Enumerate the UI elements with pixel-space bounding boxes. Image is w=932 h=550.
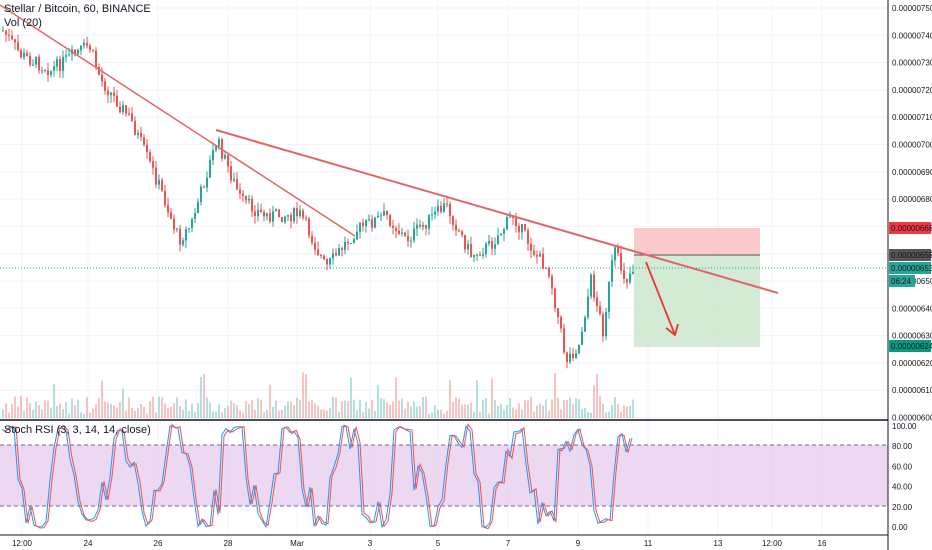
rsi-tick-label: 100.00: [892, 422, 917, 431]
trendline-main[interactable]: [215, 129, 779, 294]
entry-price-label: 0.00000658: [891, 251, 932, 260]
price-tick-label: 0.00000710: [892, 113, 932, 122]
price-tick-label: 0.00000700: [892, 141, 932, 150]
rsi-tick-label: 40.00: [892, 483, 913, 492]
time-tick-label: 16: [818, 539, 827, 548]
time-tick-label: 12:00: [762, 539, 783, 548]
time-tick-label: 3: [368, 539, 373, 548]
time-tick-label: 11: [644, 539, 653, 548]
price-badges: 0.00000668 0.00000658 0.00000653 06:24 0.000…: [889, 222, 932, 352]
time-tick-label: 9: [576, 539, 581, 548]
target-price-label: 0.00000624: [891, 342, 932, 351]
volume-bars: [2, 372, 634, 418]
countdown-badge: [889, 275, 915, 287]
stop-price-badge: [889, 222, 931, 234]
rsi-tick-label: 0.00: [892, 523, 908, 532]
target-price-badge: [889, 340, 931, 352]
down-arrow-icon[interactable]: [645, 261, 679, 337]
trendline-upper[interactable]: [0, 4, 356, 237]
time-tick-label: Mar: [290, 539, 304, 548]
stoch-rsi-axis[interactable]: 100.00 80.00 60.00 40.00 20.00 0.00: [892, 422, 917, 532]
stop-loss-zone[interactable]: [634, 228, 760, 255]
stoch-rsi-lines: [1, 423, 633, 530]
stoch-rsi-legend[interactable]: Stoch RSI (3, 3, 14, 14, close): [4, 424, 151, 436]
time-tick-label: 5: [436, 539, 441, 548]
price-tick-label: 0.00000610: [892, 386, 932, 395]
stop-price-label: 0.00000668: [891, 224, 932, 233]
stoch-rsi-band: [0, 445, 888, 506]
price-tick-label: 0.00000620: [892, 359, 932, 368]
symbol-title[interactable]: Stellar / Bitcoin, 60, BINANCE: [4, 3, 151, 15]
price-tick-label: 0.00000630: [892, 332, 932, 341]
price-tick-label: 0.00000640: [892, 304, 932, 313]
current-price-label: 0.00000653: [891, 264, 932, 273]
price-tick-label: 0.00000740: [892, 31, 932, 40]
price-tick-label: 0.00000730: [892, 59, 932, 68]
rsi-tick-label: 60.00: [892, 462, 913, 471]
time-tick-label: 26: [154, 539, 163, 548]
time-axis[interactable]: 12:00 24 26 28 Mar 3 5 7 9 11 13 12:00 16: [12, 539, 827, 548]
time-tick-label: 28: [224, 539, 233, 548]
price-tick-label: 0.00000600: [892, 414, 932, 423]
time-tick-label: 13: [714, 539, 723, 548]
price-tick-label: 0.00000720: [892, 86, 932, 95]
candlesticks: [2, 26, 634, 369]
time-tick-label: 24: [84, 539, 93, 548]
countdown-label: 06:24: [891, 277, 912, 286]
time-tick-label: 12:00: [12, 539, 33, 548]
price-axis[interactable]: 0.00000750 0.00000740 0.00000730 0.00000720…: [892, 4, 932, 423]
price-tick-label: 0.00000690: [892, 168, 932, 177]
volume-legend[interactable]: Vol (20): [4, 17, 42, 29]
rsi-tick-label: 20.00: [892, 503, 913, 512]
time-tick-label: 7: [506, 539, 511, 548]
price-tick-label: 0.00000750: [892, 4, 932, 13]
current-price-badge: [889, 262, 931, 274]
rsi-tick-label: 80.00: [892, 442, 913, 451]
entry-price-badge: [889, 249, 931, 261]
price-tick-label: 0.00000680: [892, 195, 932, 204]
